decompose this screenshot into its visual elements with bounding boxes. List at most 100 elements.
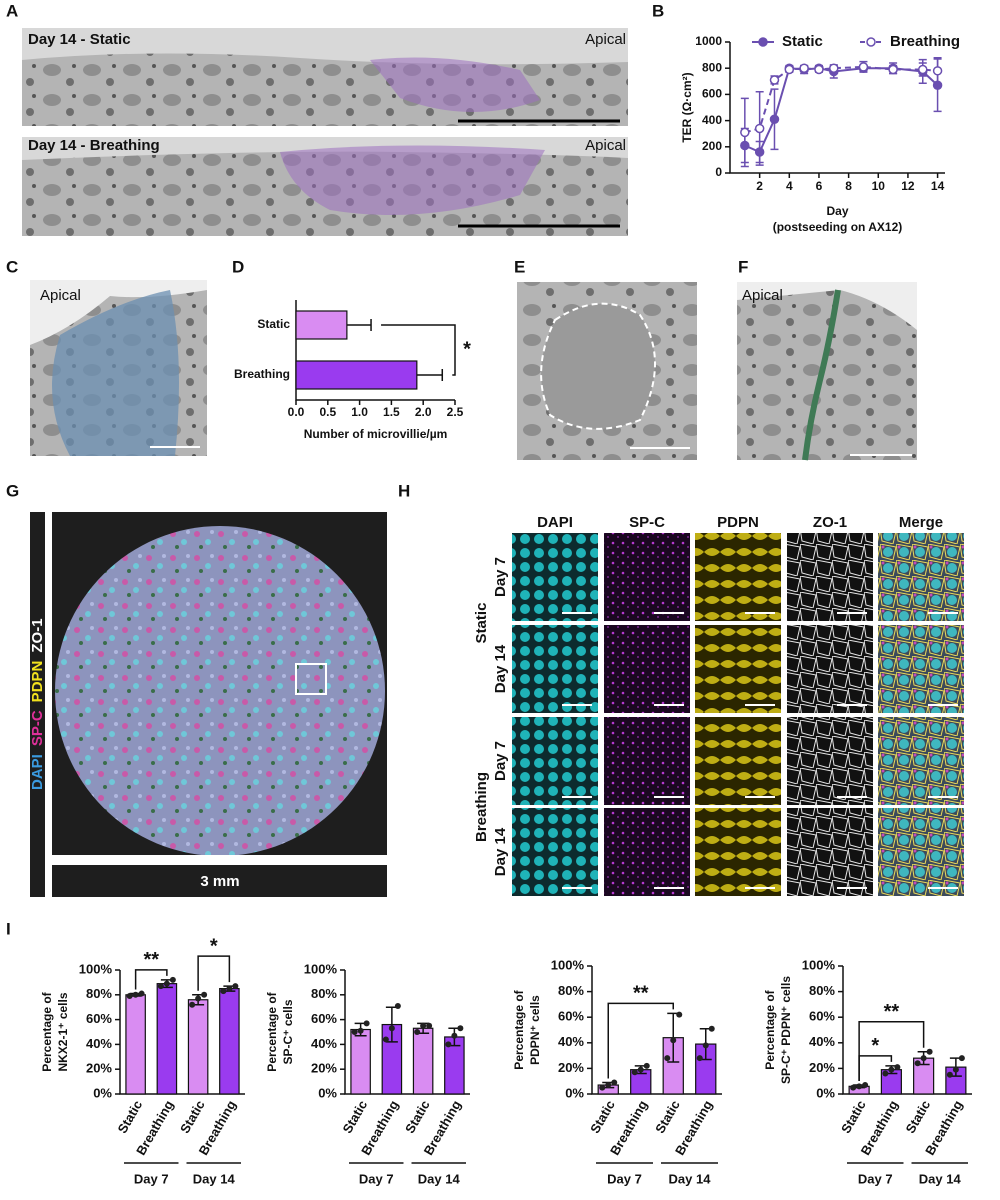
y-tick-label: 60% [809, 1009, 835, 1024]
micrograph [878, 717, 964, 805]
panel-label: H [398, 481, 410, 500]
y-tick-label: 0% [93, 1085, 112, 1100]
apical-label: Apical [40, 287, 81, 304]
data-point [189, 1001, 196, 1008]
significance-bracket [134, 969, 168, 990]
data-point [702, 1042, 709, 1049]
error-bar [346, 319, 372, 331]
micrograph [512, 625, 598, 713]
data-point [850, 1084, 857, 1091]
lamellar-outline [540, 302, 656, 430]
point [769, 75, 780, 85]
channel-label: PDPN [29, 661, 46, 703]
y-axis-label: Percentage of [763, 989, 777, 1069]
x-axis-label: Number of microvillie/µm [304, 427, 448, 441]
category-label: Static [903, 1098, 934, 1136]
micrograph [878, 533, 964, 621]
category-label: Static [587, 1098, 618, 1136]
data-point [169, 976, 176, 983]
data-point [856, 1083, 863, 1090]
y-tick-label: 80% [86, 986, 112, 1001]
bar [125, 994, 146, 1095]
point [814, 64, 824, 75]
y-tick-label: 1000 [695, 34, 722, 48]
tissue-disc [55, 526, 385, 856]
y-axis-label: SP-C⁺ cells [281, 999, 295, 1064]
significance-label: ** [633, 983, 649, 1005]
significance-bracket [858, 1021, 925, 1082]
y-tick-label: 100% [304, 961, 338, 976]
data-point [664, 1055, 671, 1062]
legend-marker [866, 37, 876, 47]
data-point [637, 1066, 644, 1073]
y-axis-label: Percentage of [512, 989, 526, 1069]
data-point [357, 1027, 364, 1034]
column-header: Merge [899, 514, 943, 531]
y-tick-label: 0% [565, 1085, 584, 1100]
y-axis-label: SP-C⁺ PDPN⁺ cells [779, 976, 793, 1084]
y-axis-label: TER (Ω·cm²) [680, 72, 694, 142]
x-tick-label: 0.5 [319, 405, 336, 419]
data-point [888, 1066, 895, 1073]
micrograph-grid: DAPI SP-C PDPN ZO-1 Merge Day 7 Day 14 Day 7 Day… [473, 514, 964, 896]
data-point [414, 1029, 421, 1035]
micrograph [604, 625, 690, 713]
y-tick-label: 20% [86, 1061, 112, 1076]
data-point [926, 1048, 933, 1055]
channel-labels: DAPI SP-C PDPN ZO-1 [29, 618, 46, 790]
y-tick-label: 100% [79, 961, 113, 976]
y-tick-label: 20% [311, 1061, 337, 1076]
point [799, 63, 809, 73]
point [932, 66, 943, 76]
significance-label: * [210, 935, 218, 957]
significance-label: * [463, 338, 471, 360]
bar [295, 310, 348, 340]
panel-label: E [514, 257, 525, 276]
data-point [351, 1029, 358, 1035]
micrograph [695, 625, 781, 713]
point [740, 127, 750, 138]
y-tick-label: 100% [551, 957, 585, 972]
data-point [138, 990, 145, 997]
micrograph [695, 808, 781, 896]
data-point [163, 980, 170, 987]
cell-overlay [370, 57, 540, 113]
significance-label: ** [143, 949, 159, 971]
panel-label: A [6, 1, 18, 20]
data-point [611, 1079, 618, 1086]
row-label: Day 14 [492, 827, 509, 876]
y-tick-label: 60% [558, 1009, 584, 1024]
micrograph [695, 717, 781, 805]
zoom-box [295, 663, 327, 695]
micrograph [604, 808, 690, 896]
y-tick-label: 20% [558, 1060, 584, 1075]
data-point [882, 1070, 889, 1077]
row-label: Day 14 [492, 644, 509, 693]
category-label: Static [257, 317, 290, 331]
data-point [599, 1084, 606, 1091]
group-label: Day 7 [359, 1171, 394, 1186]
x-tick-label: 2 [756, 179, 763, 193]
channel-strip [30, 512, 45, 897]
image-title: Day 14 - Breathing [28, 137, 160, 154]
bar [412, 1027, 434, 1095]
micrograph [512, 717, 598, 805]
y-axis-label: Percentage of [40, 991, 54, 1071]
apical-label: Apical [585, 137, 626, 154]
group-label: Day 7 [134, 1171, 169, 1186]
legend-label: Static [782, 33, 823, 50]
data-point [457, 1025, 464, 1032]
y-axis-label: PDPN⁺ cells [528, 995, 542, 1065]
data-point [952, 1066, 959, 1073]
x-tick-label: 1.0 [351, 405, 368, 419]
bar [156, 983, 178, 1095]
data-point [426, 1022, 433, 1029]
y-tick-label: 40% [809, 1034, 835, 1049]
point [829, 63, 839, 73]
y-tick-label: 40% [558, 1034, 584, 1049]
data-point [445, 1041, 452, 1048]
group-label: Day 14 [418, 1171, 461, 1186]
data-point [157, 983, 164, 990]
micrograph [878, 625, 964, 713]
x-tick-label: 2.0 [415, 405, 432, 419]
